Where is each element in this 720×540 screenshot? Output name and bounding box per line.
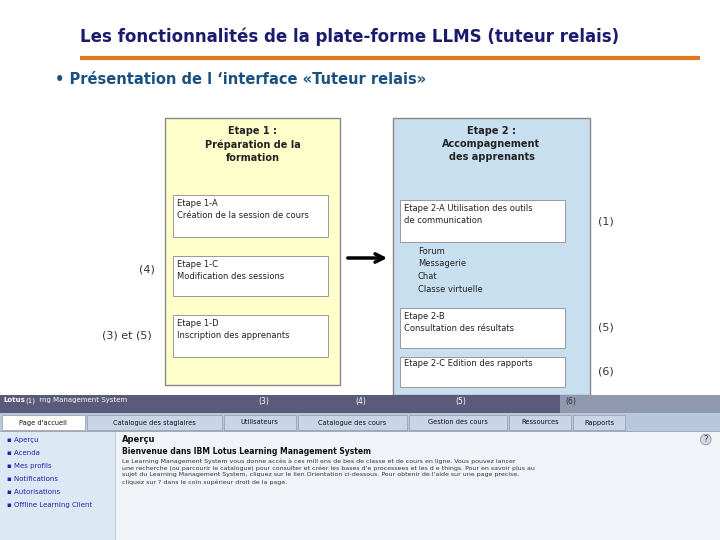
Text: ▪ Acenda: ▪ Acenda: [7, 450, 40, 456]
Bar: [509, 415, 571, 430]
Text: Forum
Messagerie
Chat
Classe virtuelle: Forum Messagerie Chat Classe virtuelle: [418, 247, 482, 294]
Bar: [0, 431, 115, 540]
Text: (4): (4): [139, 265, 155, 275]
Text: Gestion des cours: Gestion des cours: [428, 420, 488, 426]
Text: Les fonctionnalités de la plate-forme LLMS (tuteur relais): Les fonctionnalités de la plate-forme LL…: [80, 28, 619, 46]
Text: Le Learning Management System vous donne accès à ces mill ens de bes de classe e: Le Learning Management System vous donne…: [122, 458, 535, 485]
Text: (3) et (5): (3) et (5): [102, 330, 152, 340]
Text: (5): (5): [598, 322, 613, 332]
Bar: [298, 415, 407, 430]
Text: ?: ?: [703, 435, 708, 444]
Text: Etape 2-B
Consultation des résultats: Etape 2-B Consultation des résultats: [404, 312, 514, 333]
Text: Rapports: Rapports: [584, 420, 614, 426]
Text: Catalogue des stagiaires: Catalogue des stagiaires: [113, 420, 196, 426]
Bar: [224, 415, 296, 430]
Text: (1): (1): [598, 217, 613, 227]
Text: ▪ Notifications: ▪ Notifications: [7, 476, 58, 482]
Text: Utilisateurs: Utilisateurs: [241, 420, 279, 426]
Text: Etape 2-A Utilisation des outils
de communication: Etape 2-A Utilisation des outils de comm…: [404, 204, 533, 225]
Bar: [393, 118, 590, 395]
Text: (6): (6): [598, 367, 613, 377]
Text: Lotus: Lotus: [3, 397, 25, 403]
Bar: [87, 415, 222, 430]
Text: Etape 2-C Edition des rapports: Etape 2-C Edition des rapports: [404, 360, 533, 368]
Text: • Présentation de l ‘interface «Tuteur relais»: • Présentation de l ‘interface «Tuteur r…: [55, 72, 426, 87]
Text: ▪ Autorisations: ▪ Autorisations: [7, 489, 60, 495]
Bar: [173, 195, 328, 237]
Text: Etape 1-A
Création de la session de cours: Etape 1-A Création de la session de cour…: [177, 199, 309, 220]
Text: (4): (4): [355, 397, 366, 406]
Text: (3): (3): [258, 397, 269, 406]
Text: Etape 1 :
Préparation de la
formation: Etape 1 : Préparation de la formation: [204, 126, 300, 163]
Bar: [0, 413, 720, 431]
Bar: [409, 415, 507, 430]
Bar: [400, 308, 565, 348]
Bar: [0, 395, 720, 413]
Text: ▪ Offline Learning Client: ▪ Offline Learning Client: [7, 502, 92, 508]
Text: Etape 2 :
Accompagnement
des apprenants: Etape 2 : Accompagnement des apprenants: [442, 126, 541, 163]
Text: (1): (1): [25, 397, 35, 403]
Text: Bienvenue dans IBM Lotus Learning Management System: Bienvenue dans IBM Lotus Learning Manage…: [122, 447, 371, 456]
Text: Etape 1-C
Modification des sessions: Etape 1-C Modification des sessions: [177, 260, 284, 281]
Text: Etape 1-D
Inscription des apprenants: Etape 1-D Inscription des apprenants: [177, 319, 289, 340]
Text: Page d'accueil: Page d'accueil: [19, 420, 68, 426]
Bar: [400, 357, 565, 387]
Text: Aperçu: Aperçu: [122, 435, 156, 444]
Text: ▪ Mes profils: ▪ Mes profils: [7, 463, 52, 469]
Bar: [2, 415, 85, 430]
Bar: [400, 200, 565, 242]
Text: Ressources: Ressources: [521, 420, 559, 426]
Text: rng Management System: rng Management System: [37, 397, 127, 403]
Text: (6): (6): [565, 397, 576, 406]
Bar: [573, 415, 625, 430]
Text: Catalogue des cours: Catalogue des cours: [318, 420, 387, 426]
Bar: [173, 315, 328, 357]
Bar: [165, 118, 340, 385]
Bar: [560, 395, 720, 413]
Bar: [173, 256, 328, 296]
Bar: [0, 431, 720, 540]
Text: ▪ Aperçu: ▪ Aperçu: [7, 437, 38, 443]
Text: (5): (5): [455, 397, 466, 406]
